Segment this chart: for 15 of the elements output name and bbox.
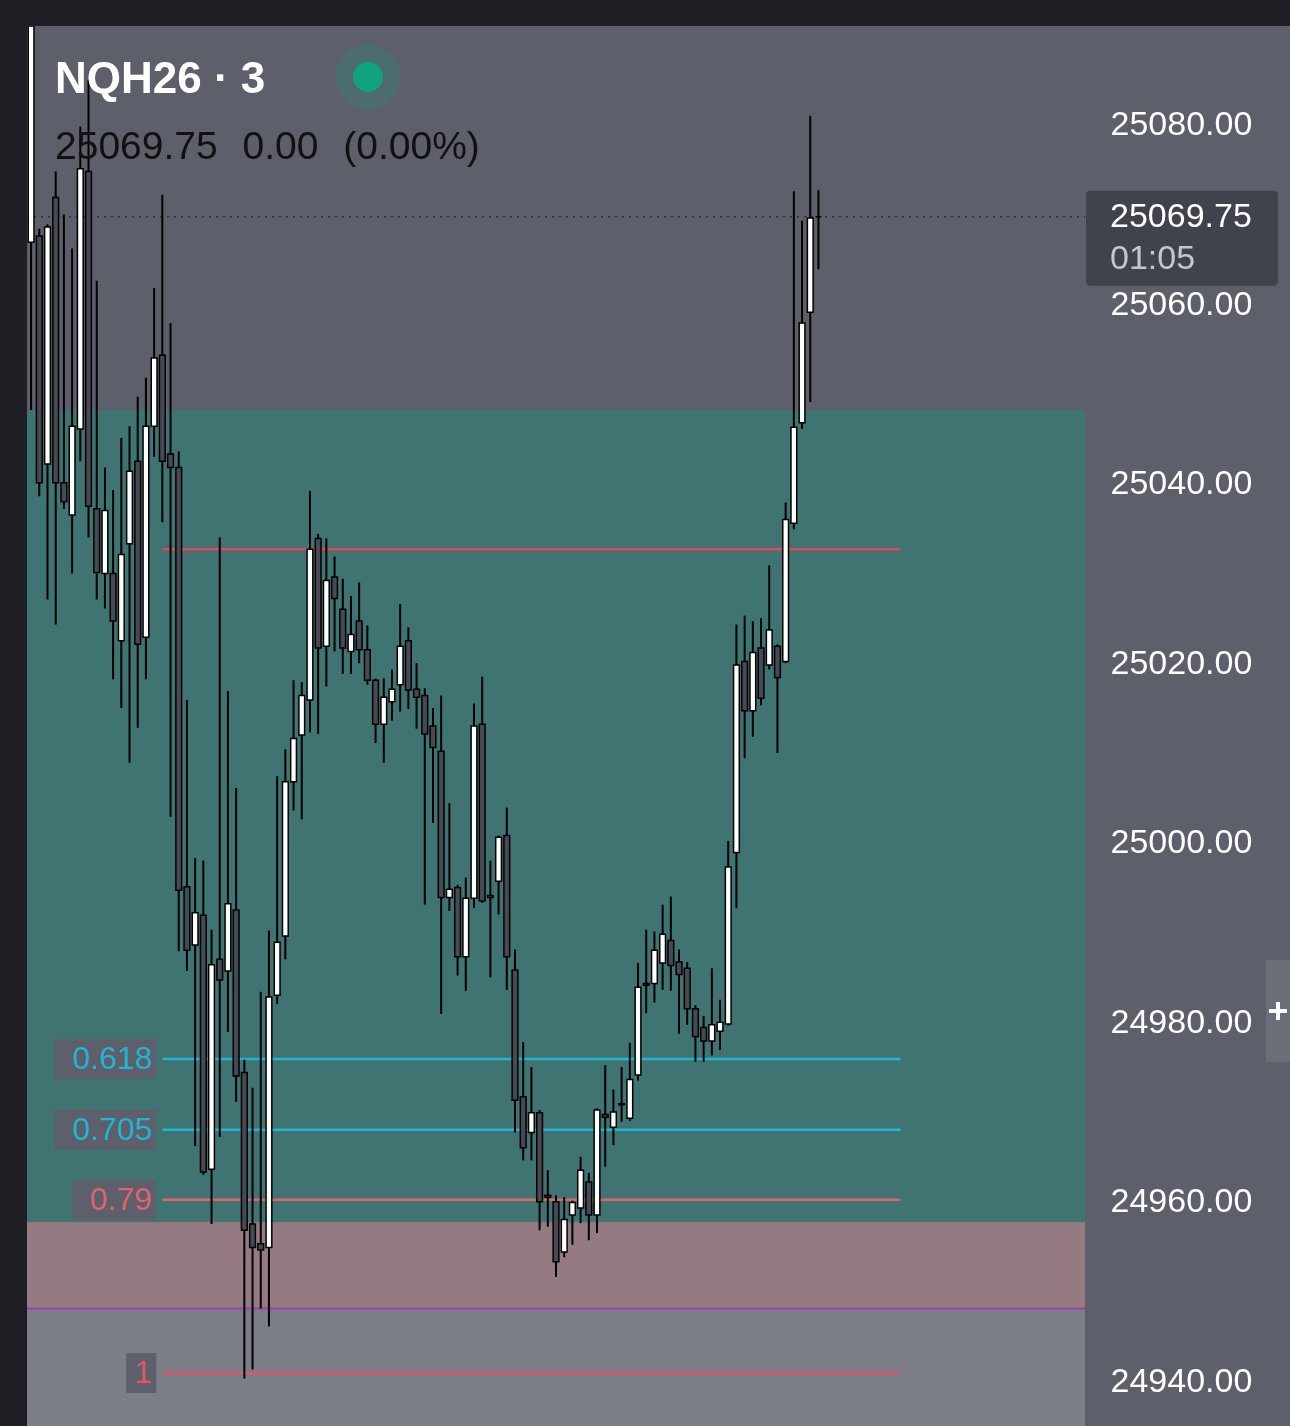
series-label: 1 bbox=[134, 1354, 153, 1391]
text: 01:05 bbox=[1110, 237, 1196, 276]
y-tick-label: 24980.00 bbox=[1110, 1001, 1253, 1040]
y-tick-label: 25000.00 bbox=[1110, 822, 1253, 861]
y-tick-label: 25080.00 bbox=[1110, 104, 1253, 143]
series-label: 0.618 bbox=[72, 1039, 153, 1076]
y-tick-label: 24960.00 bbox=[1110, 1181, 1253, 1220]
y-tick-label: 25020.00 bbox=[1110, 642, 1253, 681]
y-tick-label: 24940.00 bbox=[1110, 1360, 1253, 1399]
ref-line-label: 25069.75 bbox=[1110, 195, 1252, 234]
series-label: 0.705 bbox=[72, 1110, 153, 1147]
y-tick-label: 25060.00 bbox=[1110, 283, 1253, 322]
series-label: 0.79 bbox=[90, 1180, 153, 1217]
text: NQH26 · 3 bbox=[55, 53, 267, 103]
y-tick-label: 25040.00 bbox=[1110, 463, 1253, 502]
